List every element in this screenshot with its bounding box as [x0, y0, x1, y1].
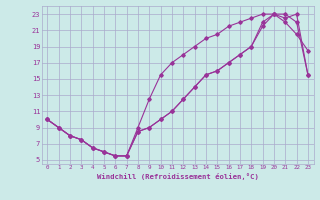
X-axis label: Windchill (Refroidissement éolien,°C): Windchill (Refroidissement éolien,°C) — [97, 173, 259, 180]
